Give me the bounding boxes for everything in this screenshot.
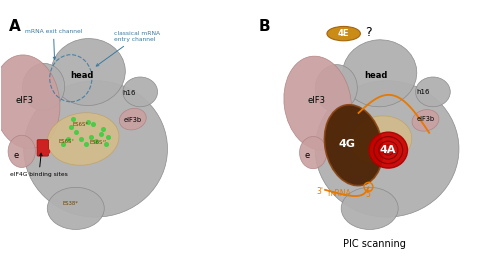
Ellipse shape [300, 136, 327, 169]
Text: ?: ? [365, 26, 372, 39]
Ellipse shape [350, 116, 412, 165]
Text: 5': 5' [366, 189, 372, 198]
Ellipse shape [416, 77, 450, 107]
Point [72, 129, 80, 134]
Ellipse shape [341, 187, 398, 230]
Ellipse shape [123, 77, 158, 107]
Text: h16: h16 [416, 89, 430, 95]
Text: ES38*: ES38* [62, 201, 78, 206]
Text: e: e [14, 151, 19, 160]
Point [102, 142, 110, 146]
Point [70, 117, 78, 121]
Ellipse shape [48, 187, 104, 230]
Point [60, 142, 68, 146]
Text: head: head [70, 71, 94, 80]
Text: ES6S*: ES6S* [72, 122, 88, 127]
Point [96, 132, 104, 136]
Ellipse shape [48, 113, 119, 165]
FancyBboxPatch shape [37, 140, 48, 156]
Ellipse shape [8, 135, 36, 168]
Point [86, 134, 94, 139]
Ellipse shape [412, 110, 439, 131]
Text: 3': 3' [316, 187, 324, 196]
Text: ES6S°: ES6S° [58, 140, 74, 144]
Ellipse shape [51, 38, 126, 106]
Text: h16: h16 [122, 90, 136, 96]
Point [64, 137, 72, 141]
Text: 4E: 4E [338, 29, 349, 38]
Text: 4G: 4G [339, 139, 356, 149]
Text: B: B [258, 19, 270, 34]
Text: eIF3: eIF3 [308, 96, 326, 105]
Text: ES6S°': ES6S°' [90, 140, 107, 146]
Text: head: head [364, 71, 388, 80]
Text: PIC scanning: PIC scanning [343, 239, 406, 249]
Point [99, 127, 107, 131]
Point [104, 134, 112, 139]
Ellipse shape [120, 108, 146, 130]
Ellipse shape [24, 81, 168, 217]
Text: mRNA: mRNA [327, 189, 350, 198]
Ellipse shape [315, 65, 358, 112]
Point [76, 137, 84, 141]
Ellipse shape [369, 132, 408, 168]
Ellipse shape [342, 40, 417, 107]
Point [84, 120, 92, 124]
Text: mRNA exit channel: mRNA exit channel [24, 29, 82, 60]
Point [67, 124, 75, 129]
Point [44, 149, 52, 153]
Ellipse shape [284, 56, 352, 150]
Text: eIF4G binding sites: eIF4G binding sites [10, 153, 68, 177]
Point [41, 146, 49, 150]
Text: eIF3: eIF3 [16, 96, 34, 105]
Text: eIF3b: eIF3b [416, 116, 434, 122]
Text: 4A: 4A [380, 145, 396, 155]
Point [92, 139, 100, 144]
Text: A: A [9, 19, 20, 34]
Text: classical mRNA
entry channel: classical mRNA entry channel [96, 31, 160, 66]
Ellipse shape [327, 26, 360, 41]
Text: eIF3b: eIF3b [124, 117, 142, 123]
Point [89, 122, 97, 126]
Text: e: e [304, 151, 310, 160]
Ellipse shape [22, 63, 64, 111]
Ellipse shape [0, 55, 60, 149]
Ellipse shape [324, 105, 382, 186]
Point [82, 142, 90, 146]
Ellipse shape [315, 81, 459, 217]
